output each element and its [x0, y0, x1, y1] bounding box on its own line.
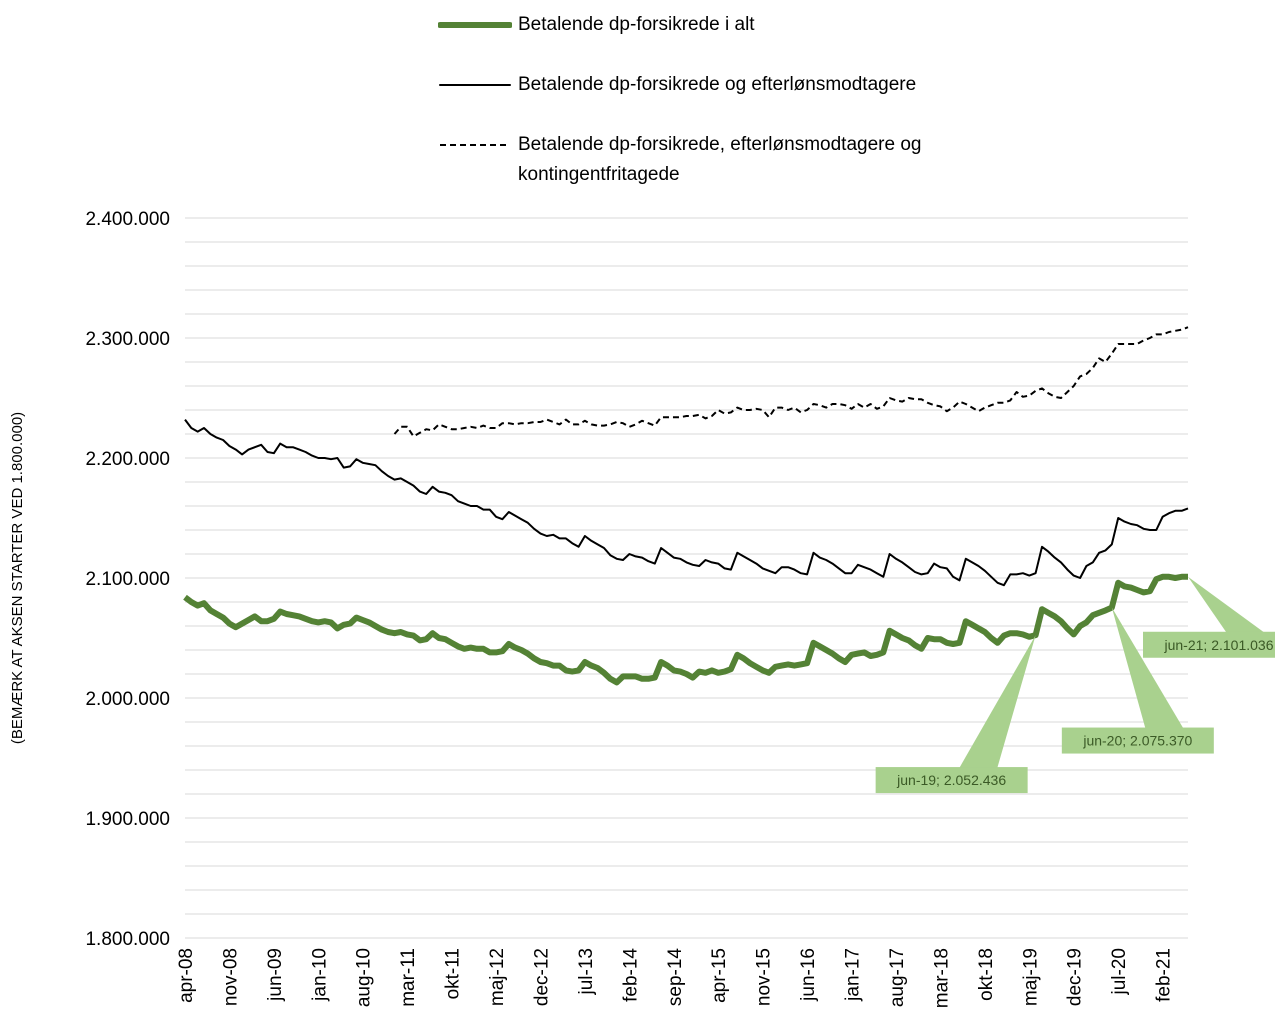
y-tick-label: 1.800.000 — [85, 929, 170, 950]
x-tick-label: feb-21 — [1154, 948, 1175, 1002]
series-line — [393, 326, 1189, 438]
y-tick-label: 2.400.000 — [85, 209, 170, 230]
x-tick-label: dec-19 — [1065, 948, 1086, 1006]
data-label: jun-19; 2.052.436 — [896, 772, 1006, 788]
callout-box — [875, 767, 1028, 794]
callout-box — [1061, 727, 1214, 754]
series-line — [183, 573, 1188, 686]
callout-pointer — [1111, 607, 1184, 729]
x-tick-label: jun-09 — [265, 948, 286, 1002]
callout-box — [1143, 631, 1275, 658]
x-tick-label: sep-14 — [665, 948, 686, 1007]
x-tick-label: okt-11 — [443, 948, 464, 999]
legend-swatch — [438, 22, 512, 28]
y-tick-label: 1.900.000 — [85, 809, 170, 830]
x-tick-label: maj-12 — [487, 948, 508, 1006]
y-tick-label: 2.300.000 — [85, 329, 170, 350]
legend-item: Betalende dp-forsikrede, efterlønsmodtag… — [438, 130, 998, 190]
x-tick-label: feb-14 — [620, 948, 641, 1002]
legend-label: Betalende dp-forsikrede og efterlønsmodt… — [518, 74, 917, 95]
x-tick-label: mar-18 — [931, 948, 952, 1008]
data-label: jun-20; 2.075.370 — [1082, 733, 1192, 749]
legend: Betalende dp-forsikrede i alt Betalende d… — [438, 10, 998, 220]
x-tick-label: apr-15 — [709, 948, 730, 1003]
x-tick-label: nov-08 — [220, 948, 241, 1006]
x-tick-label: jan-17 — [843, 948, 864, 1002]
legend-label: Betalende dp-forsikrede, efterlønsmodtag… — [518, 134, 922, 185]
x-tick-label: jun-16 — [798, 948, 819, 1002]
y-axis-label: (BEMÆRK AT AKSEN STARTER VED 1.800.000) — [9, 412, 26, 744]
callout-pointer — [1188, 576, 1265, 633]
data-label: jun-21; 2.101.036 — [1164, 637, 1274, 653]
legend-swatch — [439, 84, 511, 86]
x-tick-label: aug-10 — [354, 948, 375, 1007]
y-tick-label: 2.100.000 — [85, 569, 170, 590]
x-tick-label: jan-10 — [309, 948, 330, 1002]
x-tick-label: aug-17 — [887, 948, 908, 1007]
x-tick-label: apr-08 — [176, 948, 197, 1003]
x-tick-label: jul-20 — [1109, 948, 1130, 995]
x-tick-label: nov-15 — [754, 948, 775, 1006]
x-tick-label: maj-19 — [1020, 948, 1041, 1006]
legend-label: Betalende dp-forsikrede i alt — [518, 14, 755, 35]
legend-swatch — [440, 144, 510, 146]
legend-item: Betalende dp-forsikrede og efterlønsmodt… — [438, 70, 998, 100]
x-tick-label: mar-11 — [398, 948, 419, 1007]
y-tick-label: 2.200.000 — [85, 449, 170, 470]
series-line — [184, 419, 1189, 587]
x-tick-label: okt-18 — [976, 948, 997, 1001]
x-tick-label: dec-12 — [531, 948, 552, 1006]
y-tick-label: 2.000.000 — [85, 689, 170, 710]
callout-pointer — [959, 635, 1036, 769]
legend-item: Betalende dp-forsikrede i alt — [438, 10, 998, 40]
x-tick-label: jul-13 — [576, 948, 597, 995]
